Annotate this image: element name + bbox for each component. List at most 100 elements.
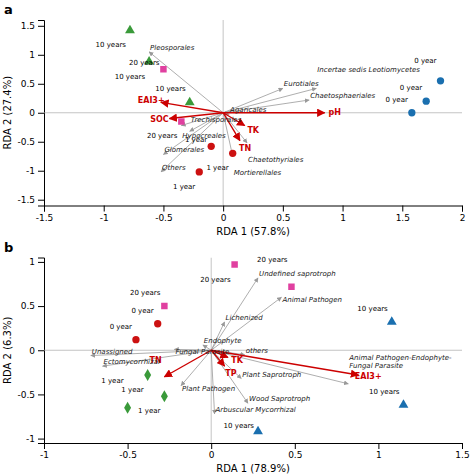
sample-label: 1 year [121, 386, 143, 394]
tick-mark [104, 206, 105, 212]
tick: 0 [29, 346, 44, 356]
species-label: Lichenized [226, 314, 264, 322]
tick: -1 [26, 434, 44, 444]
tick: 0 [209, 443, 215, 460]
tick-mark [38, 439, 44, 440]
sample-point [132, 336, 139, 343]
arrow-label: TK [231, 356, 243, 365]
tick-label: -1.5 [36, 213, 54, 223]
sample-label: 20 years [129, 59, 160, 67]
chart-svg: -1.5-1-0.500.511.52-1.5-1-0.500.511.5EAI… [0, 0, 474, 475]
tick-mark [38, 142, 44, 143]
species-label-line: Fungal Parasite [349, 362, 403, 370]
plot-area: -1.5-1-0.500.511.52-1.5-1-0.500.511.5EAI… [17, 20, 465, 223]
y-axis-title: RDA 2 (6.3%) [2, 317, 13, 384]
sample-label: 1 year [173, 183, 195, 191]
species-label: Ectomycorrhizal [104, 358, 160, 366]
sample-point [399, 399, 409, 408]
tick: 0.5 [21, 79, 44, 89]
species-label: Trechisporales [191, 116, 242, 124]
tick-mark [462, 206, 463, 212]
tick-mark [462, 443, 463, 449]
arrow-label: TN [239, 144, 251, 153]
sample-label: 10 years [369, 388, 400, 396]
species-label: Endophyte [204, 337, 242, 345]
tick-label: -1 [26, 166, 35, 176]
arrow-label: EAI3+ [138, 96, 165, 105]
tick: -1.5 [36, 206, 54, 223]
tick: 1.5 [396, 206, 410, 223]
tick-mark [223, 206, 224, 212]
x-axis: -1-0.500.511.5 [40, 443, 470, 460]
species-label: Wood Saprotroph [249, 395, 310, 403]
tick: 1 [29, 257, 44, 267]
species-label: Mortierellales [234, 169, 282, 177]
x-axis-title: RDA 1 (57.8%) [216, 226, 290, 237]
sample-point [161, 390, 168, 402]
tick-label: -0.5 [17, 137, 35, 147]
tick-mark [343, 206, 344, 212]
y-axis: -1.5-1-0.500.511.5 [17, 21, 44, 207]
tick-label: 0.5 [21, 301, 35, 311]
sample-label: 1 year [206, 164, 228, 172]
tick-label: -1 [40, 450, 49, 460]
tick-label: 2 [460, 213, 466, 223]
sample-point [423, 98, 430, 105]
tick-label: -1 [26, 434, 35, 444]
tick: 0 [221, 206, 227, 223]
panel-title: a [4, 2, 13, 17]
tick-label: 1 [29, 50, 35, 60]
species-label: Plant Saprotroph [242, 371, 301, 379]
sample-point [437, 77, 444, 84]
sample-label: 0 year [400, 84, 422, 92]
species-label: Others [162, 164, 186, 172]
sample-label: 1 year [101, 377, 123, 385]
tick-mark [378, 443, 379, 449]
panel: -1.5-1-0.500.511.52-1.5-1-0.500.511.5EAI… [2, 2, 465, 237]
species-label: Arbuscular Mycorrhizal [215, 406, 296, 414]
tick: -1 [26, 166, 44, 176]
tick-label: -0.5 [155, 213, 173, 223]
sample-label: 0 year [110, 323, 132, 331]
sample-label: 20 years [147, 132, 178, 140]
tick: 0.5 [288, 443, 302, 460]
species-label: Plant Pathogen [182, 385, 235, 393]
tick-label: -0.5 [119, 450, 137, 460]
tick: 1.5 [455, 443, 469, 460]
sample-label: 20 years [200, 276, 231, 284]
tick-mark [38, 84, 44, 85]
arrow-label: pH [328, 108, 340, 117]
arrow-label: EAI3+ [355, 372, 382, 381]
arrow-label: TK [247, 126, 259, 135]
species-label: Glomerales [164, 146, 204, 154]
panel-title: b [4, 240, 13, 255]
panel: -1-0.500.511.5-1-0.500.51EAI3+TNTKTPUnde… [2, 240, 470, 475]
chart-root: -1.5-1-0.500.511.52-1.5-1-0.500.511.5EAI… [0, 0, 474, 475]
arrow-label: TP [225, 369, 236, 378]
tick-label: 0 [29, 346, 35, 356]
tick-mark [38, 306, 44, 307]
sample-label: 10 years [115, 73, 146, 81]
tick-mark [128, 443, 129, 449]
species-label: Fungal Parasite [175, 348, 229, 356]
tick-label: 0 [209, 450, 215, 460]
sample-label: 0 year [386, 96, 408, 104]
tick-mark [38, 262, 44, 263]
labels: EAI3+TNTKTPUndefined saprotrophAnimal Pa… [92, 256, 452, 430]
sample-point [144, 369, 151, 381]
sample-point [124, 402, 131, 414]
tick-label: 1.5 [396, 213, 410, 223]
tick-mark [38, 26, 44, 27]
y-axis-title: RDA 2 (27.4%) [2, 76, 13, 150]
sample-label: 20 years [257, 256, 288, 264]
tick: 0.5 [276, 206, 290, 223]
sample-label: 10 years [155, 85, 186, 93]
axis-line [38, 258, 45, 444]
species-arrow [211, 350, 214, 414]
tick-mark [38, 394, 44, 395]
sample-label: 10 years [96, 41, 127, 49]
tick-label: 1.5 [455, 450, 469, 460]
labels: EAI3+SOCpHTKTNPleosporalesEurotialesInce… [96, 41, 437, 190]
tick-label: 1 [29, 257, 35, 267]
species-label: Chaetothyriales [248, 156, 304, 164]
